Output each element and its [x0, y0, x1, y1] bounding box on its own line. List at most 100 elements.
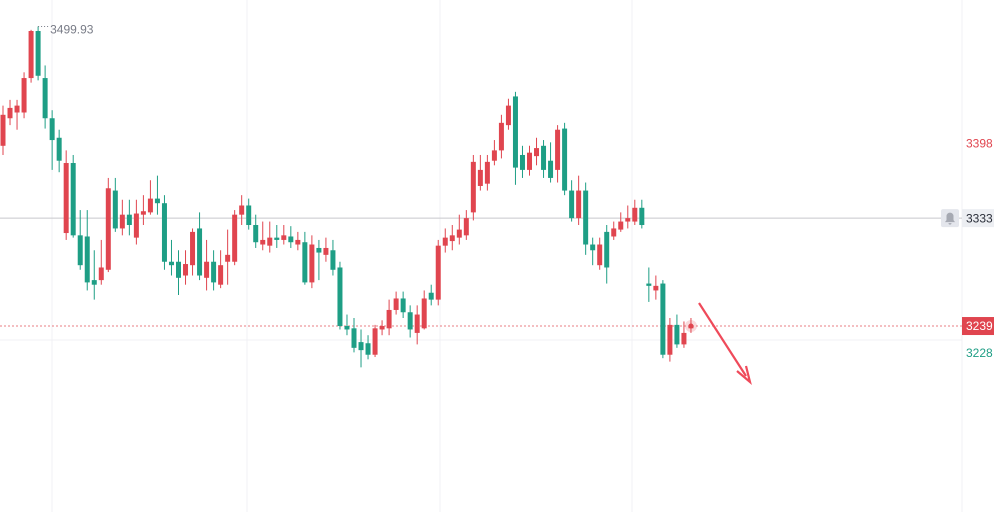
candle-body: [442, 237, 448, 246]
candle-body: [491, 150, 497, 161]
candle-body: [498, 122, 504, 151]
price-label: 3239: [966, 319, 993, 333]
candle-body: [70, 163, 76, 236]
arrow-shaft: [698, 302, 747, 377]
candle-body: [653, 285, 659, 291]
candle-body: [105, 188, 111, 270]
candle-body: [56, 137, 62, 161]
price-lines: [0, 217, 962, 327]
candle-body: [330, 250, 336, 270]
candle-body: [435, 245, 441, 300]
candle-body: [541, 145, 547, 170]
arrow-head: [736, 365, 752, 386]
candle-body: [49, 118, 55, 141]
candle-body: [604, 231, 610, 268]
candle-body: [562, 128, 568, 191]
candle-body: [639, 207, 645, 226]
candle-body: [393, 298, 399, 310]
candle-body: [260, 239, 266, 245]
candle-body: [519, 154, 525, 170]
candle-body: [527, 152, 532, 170]
candle-body: [344, 326, 350, 330]
candle-body: [625, 218, 631, 222]
candle-body: [35, 30, 41, 76]
candle-body: [611, 228, 617, 237]
vertical-grid: [0, 0, 963, 512]
candle-body: [449, 235, 455, 242]
candle-body: [590, 244, 596, 251]
candle-body: [211, 261, 217, 283]
candle-body: [204, 261, 210, 278]
candle-body: [161, 203, 167, 262]
candle-body: [239, 205, 245, 215]
candle-body: [183, 264, 189, 276]
candle-body: [386, 309, 392, 329]
candle-body: [225, 254, 231, 262]
price-label-box: [962, 209, 994, 228]
candle-body: [246, 205, 252, 226]
candle-body: [0, 114, 6, 146]
candle-body: [288, 236, 294, 243]
candle-body: [667, 324, 673, 355]
candle-body: [351, 328, 357, 348]
candle-body: [379, 326, 385, 330]
candle-body: [168, 261, 174, 266]
candle-body: [597, 244, 603, 266]
candle-body: [190, 231, 196, 266]
candle-body: [42, 78, 48, 119]
live-dot: [688, 323, 694, 329]
candle-body: [77, 235, 83, 266]
candle-body: [365, 343, 371, 355]
candle-body: [484, 161, 490, 184]
candle-body: [407, 312, 413, 330]
candle-body: [555, 129, 561, 170]
candle-body: [274, 237, 280, 240]
candle-body: [470, 161, 476, 213]
alert-icon: [945, 212, 955, 225]
candle-body: [63, 163, 69, 234]
candle-body: [583, 190, 589, 245]
candle-body: [7, 107, 13, 119]
candle-body: [512, 96, 518, 168]
high-label: 3499.93: [50, 23, 94, 37]
candle-body: [421, 298, 427, 329]
candle-body: [337, 267, 343, 327]
price-labels: 3398 3333 3239 3228 3499.93: [38, 23, 994, 360]
candle-body: [14, 105, 20, 113]
candle-body: [505, 105, 511, 126]
candle-body: [372, 328, 378, 355]
candle-body: [197, 228, 203, 276]
candle-body: [477, 169, 483, 186]
candle-body: [119, 214, 125, 229]
candle-body: [281, 235, 287, 240]
candle-body: [218, 265, 224, 285]
candle-body: [548, 160, 554, 178]
candle-body: [569, 190, 575, 219]
candle-body: [681, 332, 687, 345]
candle-body: [295, 239, 301, 245]
price-label: 3228: [966, 346, 993, 360]
candle-body: [414, 314, 420, 333]
candle-body: [21, 78, 27, 113]
candle-body: [456, 229, 462, 238]
candle-body: [133, 213, 139, 238]
annotation-arrow: [698, 302, 752, 386]
candle-body: [232, 214, 238, 262]
candle-body: [534, 148, 540, 157]
candle-body: [323, 247, 329, 255]
candle-body: [267, 237, 273, 246]
candle-body: [91, 280, 97, 285]
price-label: 3398: [966, 137, 993, 151]
candle-body: [674, 324, 680, 345]
candle-body: [660, 283, 666, 355]
candle-body: [253, 225, 259, 243]
candles: [0, 26, 694, 368]
candle-body: [28, 30, 34, 79]
candle-body: [400, 298, 406, 313]
candle-body: [309, 244, 315, 283]
candle-body: [126, 214, 132, 226]
price-label: 3333: [966, 211, 993, 225]
candle-body: [632, 207, 638, 222]
